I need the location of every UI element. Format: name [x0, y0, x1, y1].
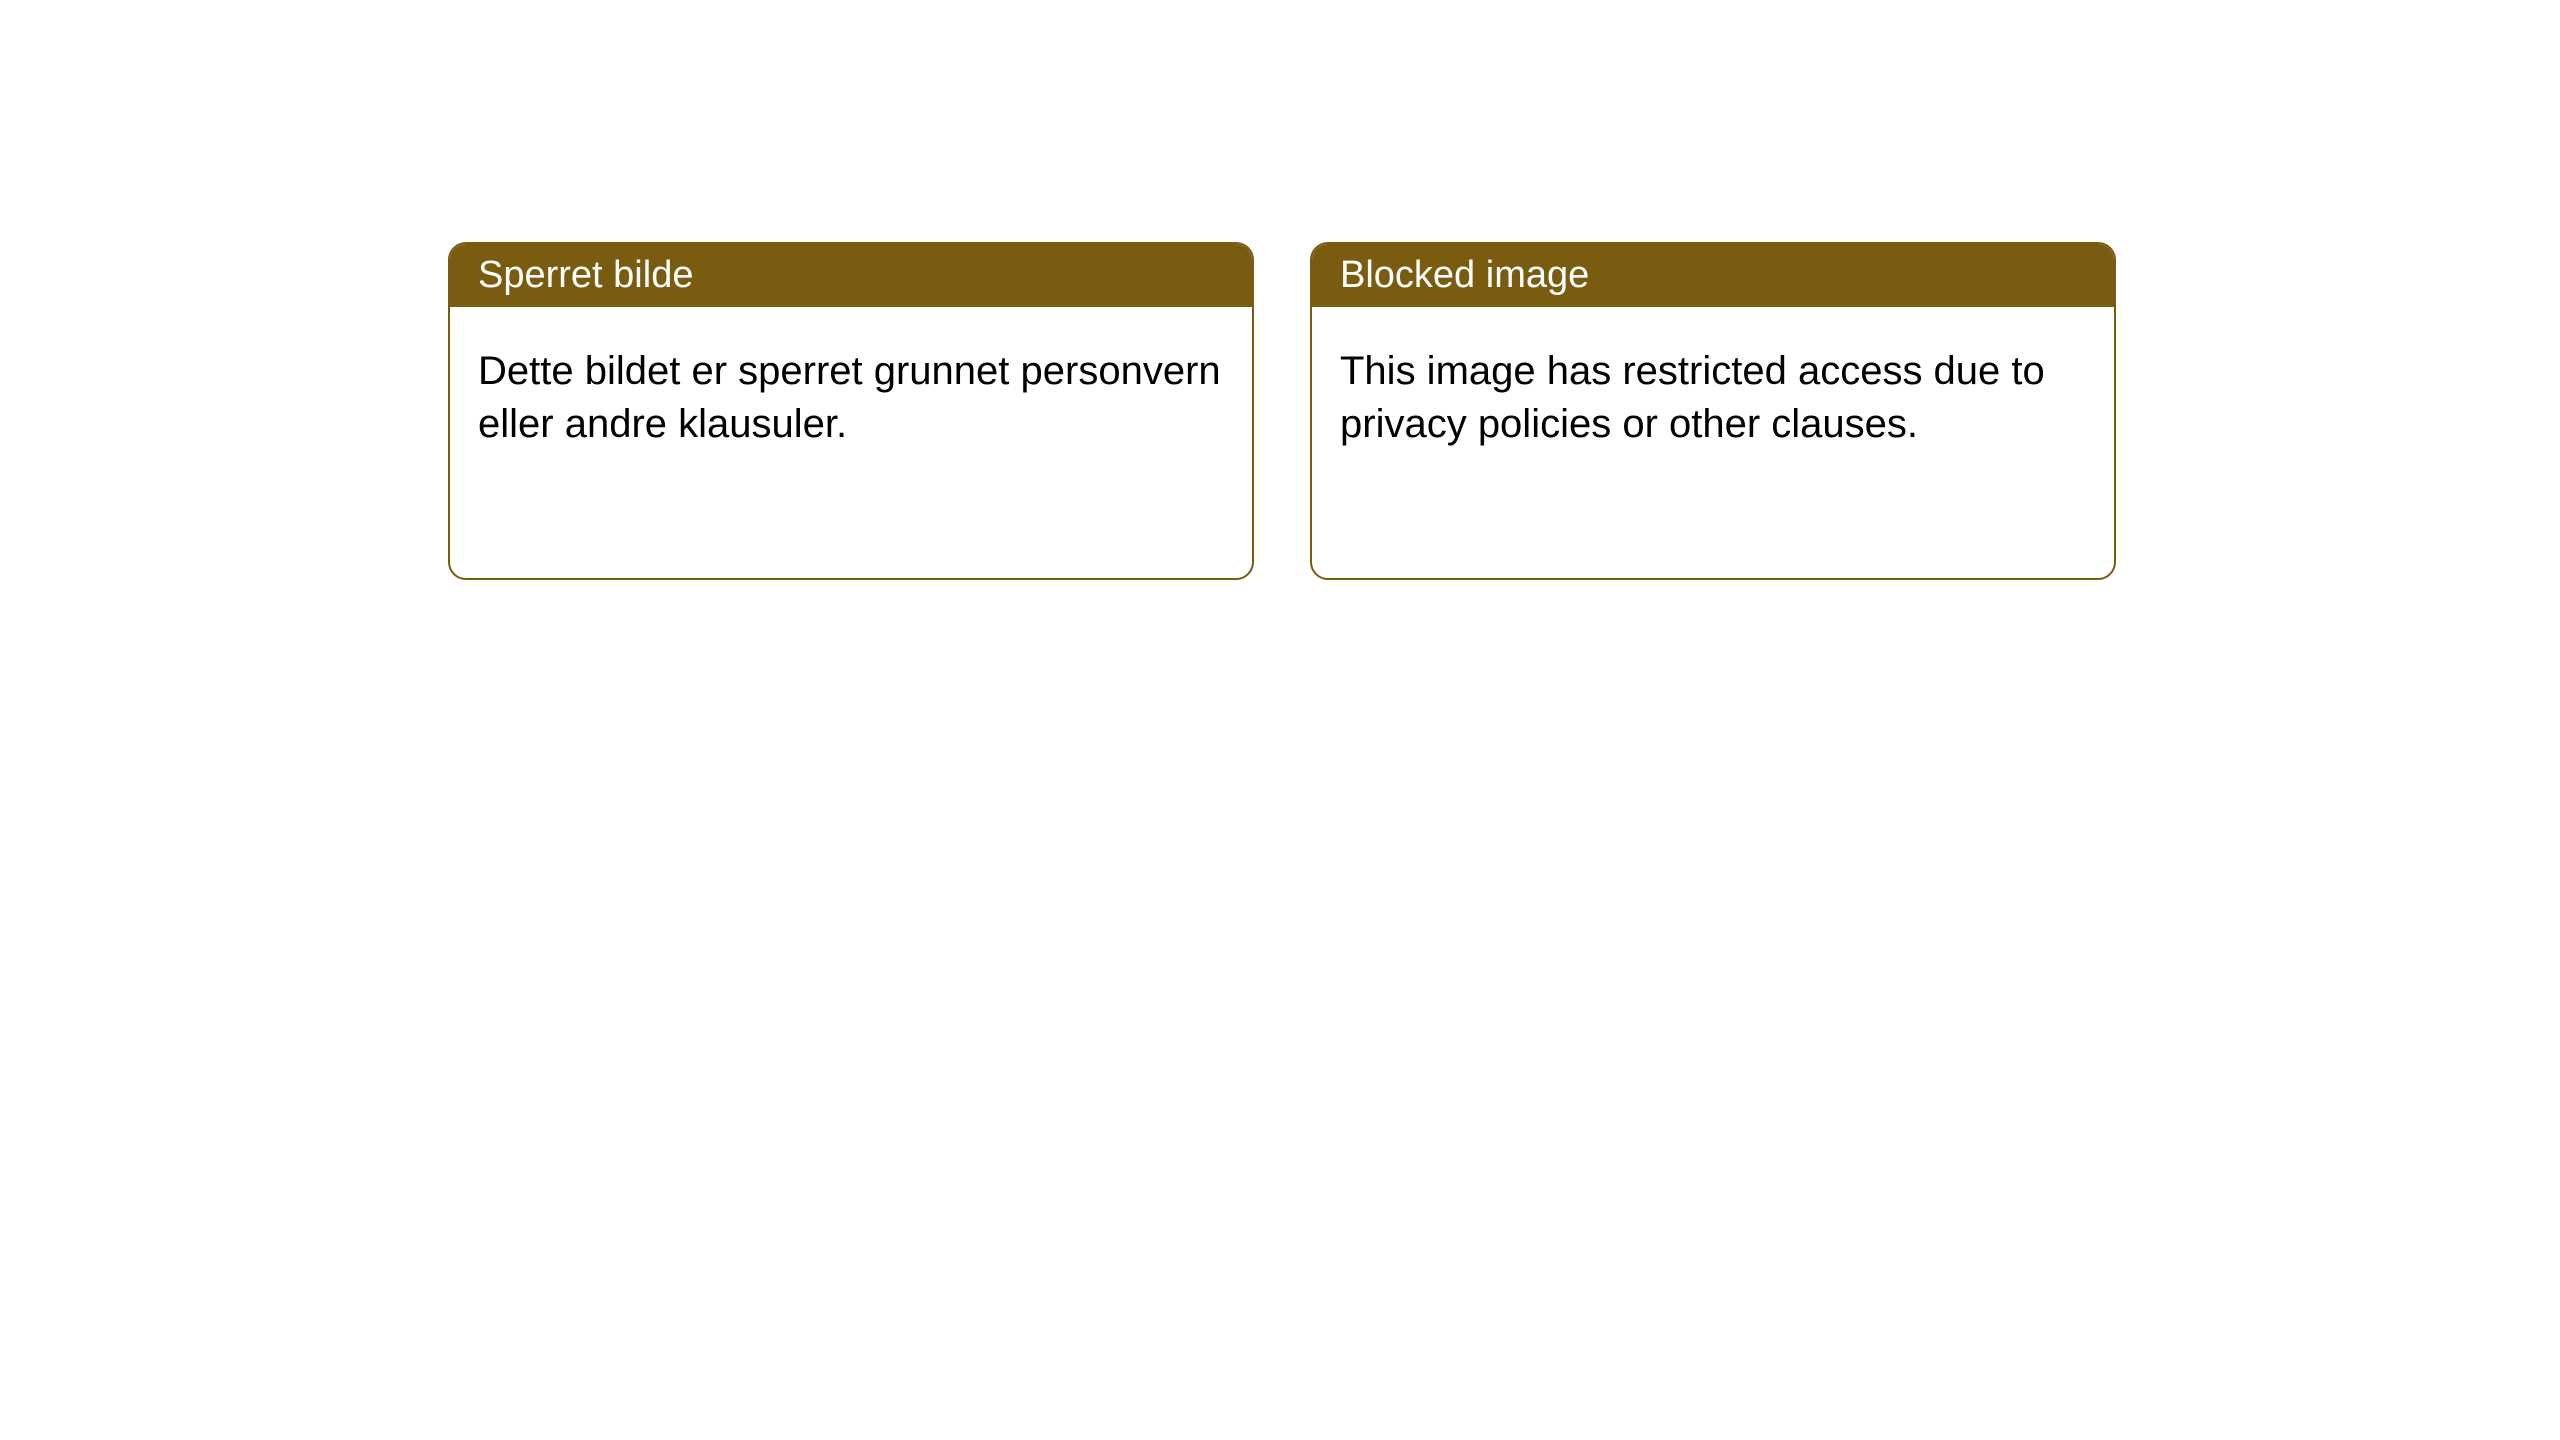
notice-card-norwegian: Sperret bilde Dette bildet er sperret gr…: [448, 242, 1254, 580]
notice-container: Sperret bilde Dette bildet er sperret gr…: [448, 242, 2116, 580]
notice-header: Blocked image: [1312, 244, 2114, 307]
notice-header: Sperret bilde: [450, 244, 1252, 307]
notice-body-text: This image has restricted access due to …: [1340, 349, 2045, 446]
notice-body-text: Dette bildet er sperret grunnet personve…: [478, 349, 1221, 446]
notice-card-english: Blocked image This image has restricted …: [1310, 242, 2116, 580]
notice-body: Dette bildet er sperret grunnet personve…: [450, 307, 1252, 489]
notice-body: This image has restricted access due to …: [1312, 307, 2114, 489]
notice-title: Blocked image: [1340, 254, 1589, 296]
notice-title: Sperret bilde: [478, 254, 693, 296]
